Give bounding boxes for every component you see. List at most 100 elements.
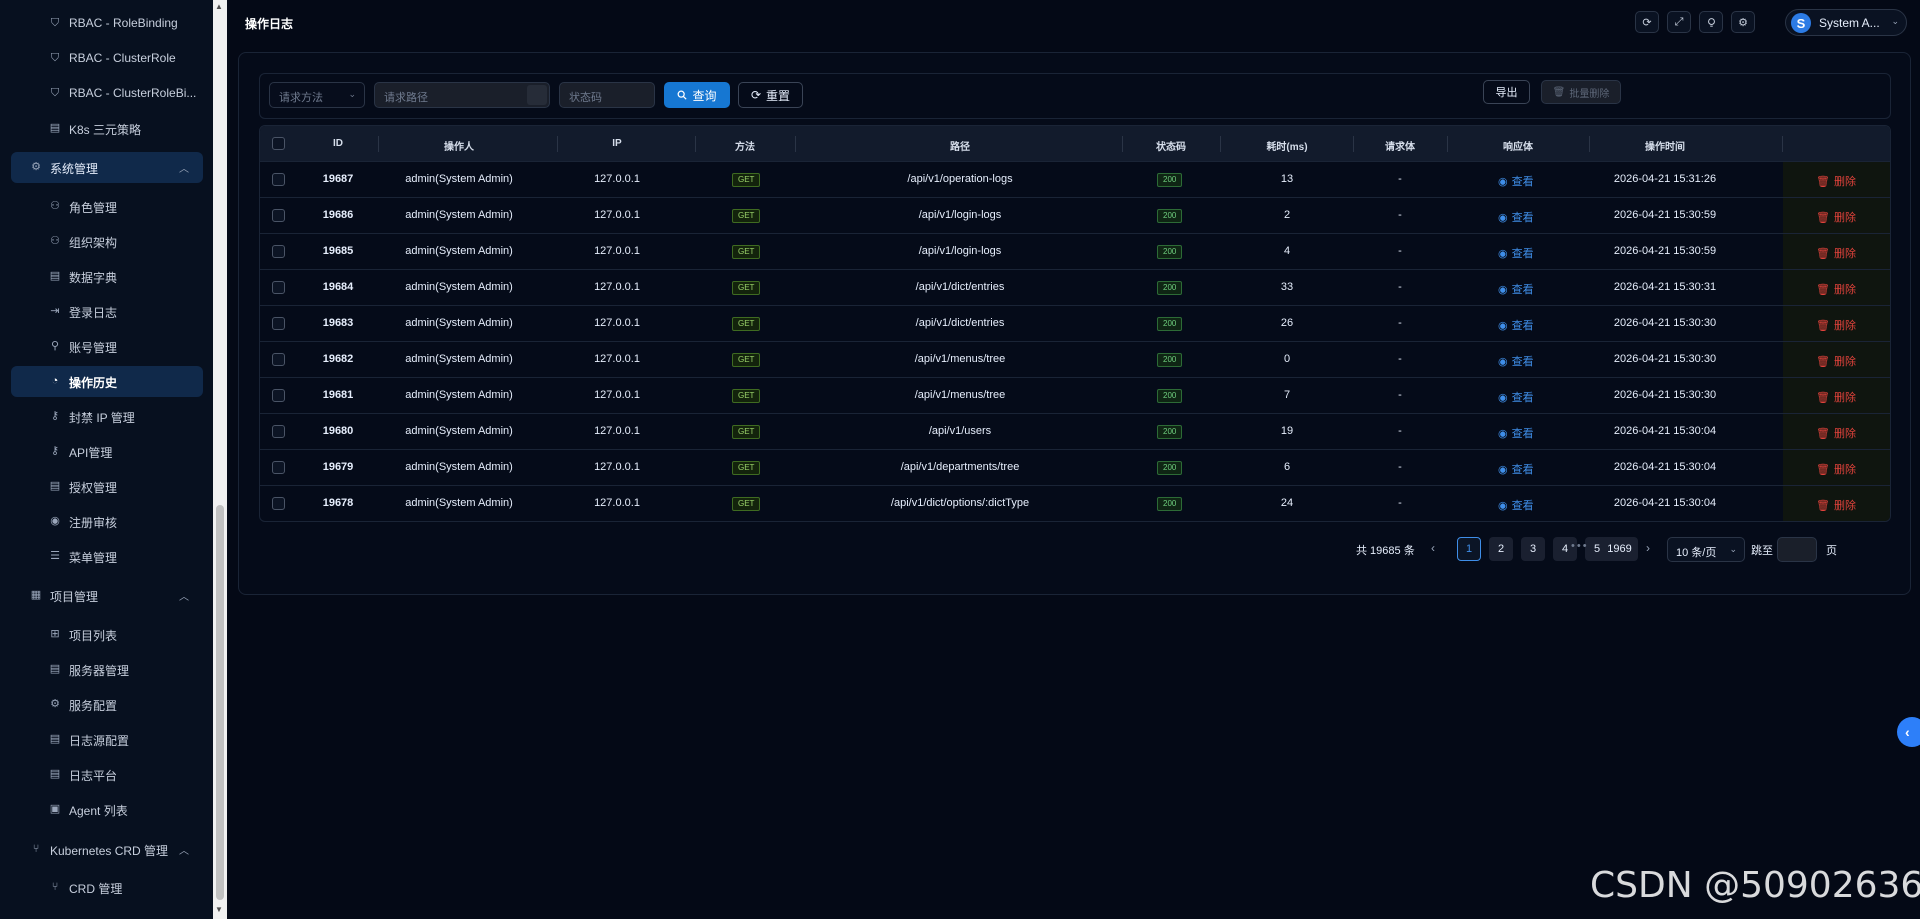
sidebar-item-system-9[interactable]: ◉ 注册审核: [11, 506, 203, 537]
row-checkbox[interactable]: [272, 173, 285, 186]
sidebar-item-project-4[interactable]: ▤ 日志平台: [11, 759, 203, 790]
pagination-page-1[interactable]: 1: [1457, 537, 1481, 561]
view-response-link[interactable]: ◉ 查看: [1498, 173, 1534, 189]
view-response-link[interactable]: ◉ 查看: [1498, 461, 1534, 477]
batch-delete-label: 批量删除: [1569, 88, 1610, 100]
grid-icon: ⊞: [50, 628, 60, 640]
delete-row-link[interactable]: 🗑 删除: [1816, 461, 1856, 477]
scroll-up-icon[interactable]: ▲: [215, 2, 223, 11]
trash-icon: 🗑: [1816, 463, 1830, 476]
chevron-up-icon: ︿: [179, 164, 189, 175]
sidebar-item-project-3[interactable]: ▤ 日志源配置: [11, 724, 203, 755]
view-response-link[interactable]: ◉ 查看: [1498, 353, 1534, 369]
row-checkbox[interactable]: [272, 245, 285, 258]
sidebar-item-rbac-2[interactable]: ⛉ RBAC - ClusterRoleBi...: [11, 78, 203, 109]
export-button[interactable]: 导出: [1483, 80, 1530, 104]
view-response-link[interactable]: ◉ 查看: [1498, 389, 1534, 405]
path-input-clear[interactable]: [527, 85, 547, 105]
sidebar-item-project-2[interactable]: ⚙ 服务配置: [11, 689, 203, 720]
scroll-down-icon[interactable]: ▼: [215, 905, 223, 914]
sidebar-item-system-10[interactable]: ☰ 菜单管理: [11, 541, 203, 572]
sidebar-item-system-4[interactable]: ⚲ 账号管理: [11, 331, 203, 362]
sidebar-item-k8s-0[interactable]: ⑂ CRD 管理: [11, 872, 203, 903]
sidebar-group-project[interactable]: ▦ 项目管理 ︿: [11, 580, 203, 611]
chevron-left-icon[interactable]: ‹: [1897, 717, 1920, 747]
row-checkbox[interactable]: [272, 317, 285, 330]
status-code-input[interactable]: 状态码: [559, 82, 655, 108]
sidebar-item-rbac-0[interactable]: ⛉ RBAC - RoleBinding: [11, 8, 203, 39]
method-select[interactable]: 请求方法 ⌄: [269, 82, 365, 108]
sidebar-item-rbac-1[interactable]: ⛉ RBAC - ClusterRole: [11, 43, 203, 74]
batch-delete-button[interactable]: 🗑 批量删除: [1541, 80, 1621, 104]
delete-row-link[interactable]: 🗑 删除: [1816, 281, 1856, 297]
sidebar-item-system-0[interactable]: ⚇ 角色管理: [11, 191, 203, 222]
row-checkbox[interactable]: [272, 353, 285, 366]
sidebar-item-rbac-3[interactable]: ▤ K8s 三元策略: [11, 113, 203, 144]
sidebar-item-system-2[interactable]: ▤ 数据字典: [11, 261, 203, 292]
query-button[interactable]: 查询: [664, 82, 730, 108]
sidebar-group-system[interactable]: ⚙ 系统管理 ︿: [11, 152, 203, 183]
view-response-link[interactable]: ◉ 查看: [1498, 281, 1534, 297]
page-size-select[interactable]: 10 条/页 ⌄: [1667, 537, 1745, 562]
refresh-button[interactable]: ⟳: [1635, 11, 1659, 33]
fullscreen-button[interactable]: ⤢: [1667, 11, 1691, 33]
pagination-last-page[interactable]: 1969: [1601, 537, 1638, 561]
delete-row-link[interactable]: 🗑 删除: [1816, 425, 1856, 441]
sidebar-item-system-6[interactable]: ⚷ 封禁 IP 管理: [11, 401, 203, 432]
row-checkbox[interactable]: [272, 497, 285, 510]
view-response-link[interactable]: ◉ 查看: [1498, 497, 1534, 513]
select-all-checkbox[interactable]: [272, 137, 285, 150]
sidebar-item-project-1[interactable]: ▤ 服务器管理: [11, 654, 203, 685]
user-menu[interactable]: S System A... ⌄: [1785, 9, 1907, 36]
sidebar-item-system-3[interactable]: ⇥ 登录日志: [11, 296, 203, 327]
sidebar-item-system-7[interactable]: ⚷ API管理: [11, 436, 203, 467]
eye-icon: ◉: [1498, 499, 1508, 512]
row-checkbox[interactable]: [272, 461, 285, 474]
pagination-page-3[interactable]: 3: [1521, 537, 1545, 561]
row-checkbox[interactable]: [272, 281, 285, 294]
delete-row-link[interactable]: 🗑 删除: [1816, 173, 1856, 189]
delete-row-link[interactable]: 🗑 删除: [1816, 497, 1856, 513]
sidebar-item-label: CRD 管理: [69, 882, 123, 896]
user-name: System A...: [1819, 16, 1880, 30]
pagination-ellipsis[interactable]: •••: [1571, 540, 1589, 552]
pagination-page-4[interactable]: 4: [1553, 537, 1577, 561]
cell-user: admin(System Admin): [405, 173, 513, 185]
view-label: 查看: [1511, 284, 1534, 296]
row-checkbox[interactable]: [272, 209, 285, 222]
sidebar-group-k8s[interactable]: ⑂ Kubernetes CRD 管理 ︿: [11, 834, 203, 865]
delete-row-link[interactable]: 🗑 删除: [1816, 245, 1856, 261]
delete-row-link[interactable]: 🗑 删除: [1816, 209, 1856, 225]
sidebar-item-project-0[interactable]: ⊞ 项目列表: [11, 619, 203, 650]
pagination-page-2[interactable]: 2: [1489, 537, 1513, 561]
theme-button[interactable]: [1699, 11, 1723, 33]
view-response-link[interactable]: ◉ 查看: [1498, 209, 1534, 225]
cell-ip: 127.0.0.1: [594, 245, 640, 257]
table-row: 19683 admin(System Admin) 127.0.0.1 GET/api…: [260, 305, 1890, 341]
view-response-link[interactable]: ◉ 查看: [1498, 317, 1534, 333]
sidebar-item-label: RBAC - ClusterRole: [69, 51, 176, 65]
sidebar-item-project-5[interactable]: ▣ Agent 列表: [11, 794, 203, 825]
sidebar-item-label: 角色管理: [69, 201, 118, 215]
sidebar-item-system-5[interactable]: ◔ 操作历史: [11, 366, 203, 397]
view-response-link[interactable]: ◉ 查看: [1498, 245, 1534, 261]
sidebar-item-system-1[interactable]: ⚇ 组织架构: [11, 226, 203, 257]
row-checkbox[interactable]: [272, 425, 285, 438]
row-checkbox[interactable]: [272, 389, 285, 402]
path-input-placeholder: 请求路径: [384, 92, 428, 104]
delete-row-link[interactable]: 🗑 删除: [1816, 353, 1856, 369]
settings-button[interactable]: ⚙: [1731, 11, 1755, 33]
delete-row-link[interactable]: 🗑 删除: [1816, 317, 1856, 333]
reset-button[interactable]: ⟳ 重置: [738, 82, 803, 108]
sidebar-item-system-8[interactable]: ▤ 授权管理: [11, 471, 203, 502]
path-input[interactable]: 请求路径: [374, 82, 550, 108]
view-response-link[interactable]: ◉ 查看: [1498, 425, 1534, 441]
jump-page-input[interactable]: [1777, 537, 1817, 562]
sidebar-scrollbar-thumb[interactable]: [216, 505, 224, 900]
sidebar-item-label: RBAC - RoleBinding: [69, 16, 178, 30]
delete-row-link[interactable]: 🗑 删除: [1816, 389, 1856, 405]
next-page-icon[interactable]: ›: [1646, 541, 1650, 555]
cell-ms: 6: [1283, 461, 1291, 473]
cell-ip: 127.0.0.1: [594, 389, 640, 401]
prev-page-icon[interactable]: ‹: [1431, 541, 1435, 555]
